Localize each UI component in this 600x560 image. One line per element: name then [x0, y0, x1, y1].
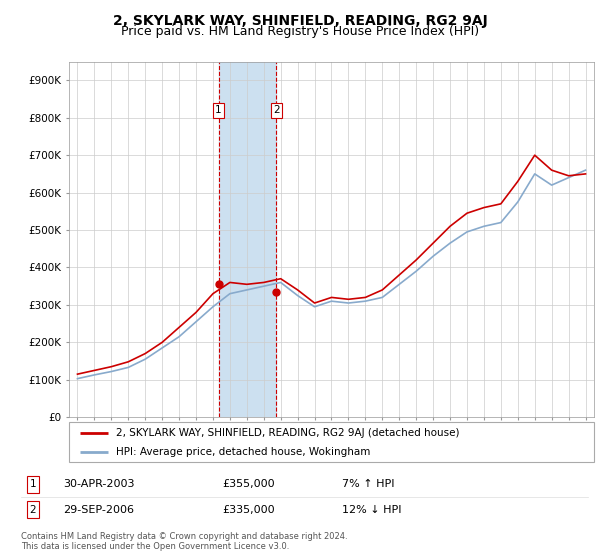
Text: 1: 1	[29, 479, 37, 489]
Text: Contains HM Land Registry data © Crown copyright and database right 2024.
This d: Contains HM Land Registry data © Crown c…	[21, 532, 347, 552]
Text: 7% ↑ HPI: 7% ↑ HPI	[342, 479, 395, 489]
Text: 2: 2	[29, 505, 37, 515]
Text: 29-SEP-2006: 29-SEP-2006	[63, 505, 134, 515]
Text: 30-APR-2003: 30-APR-2003	[63, 479, 134, 489]
Text: 2, SKYLARK WAY, SHINFIELD, READING, RG2 9AJ: 2, SKYLARK WAY, SHINFIELD, READING, RG2 …	[113, 14, 487, 28]
Text: 2, SKYLARK WAY, SHINFIELD, READING, RG2 9AJ (detached house): 2, SKYLARK WAY, SHINFIELD, READING, RG2 …	[116, 428, 460, 438]
Text: 2: 2	[273, 105, 280, 115]
Text: 1: 1	[215, 105, 222, 115]
Bar	[218, 62, 277, 417]
Text: 12% ↓ HPI: 12% ↓ HPI	[342, 505, 401, 515]
Text: Price paid vs. HM Land Registry's House Price Index (HPI): Price paid vs. HM Land Registry's House …	[121, 25, 479, 38]
Text: £355,000: £355,000	[222, 479, 275, 489]
Text: HPI: Average price, detached house, Wokingham: HPI: Average price, detached house, Woki…	[116, 447, 371, 457]
Text: £335,000: £335,000	[222, 505, 275, 515]
